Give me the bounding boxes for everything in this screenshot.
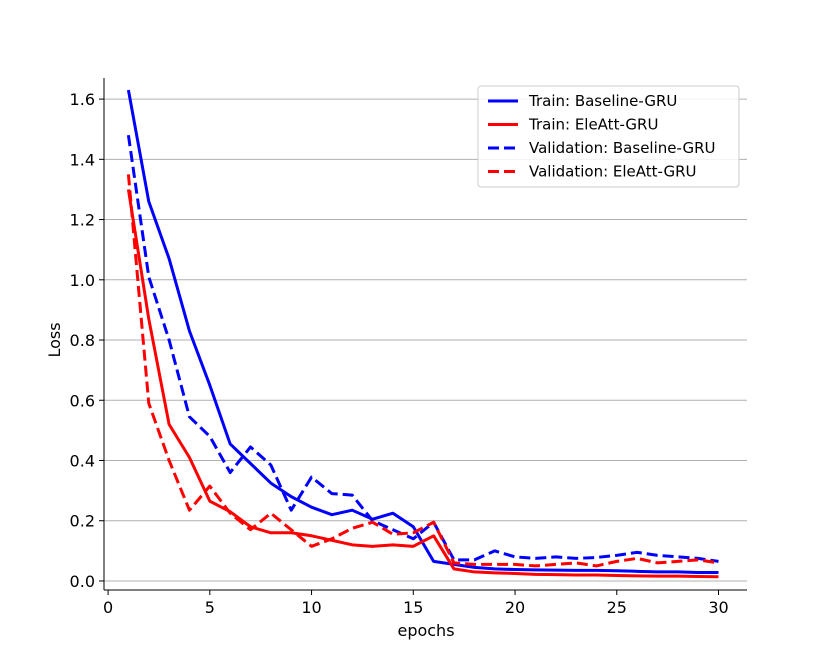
y-tick-label: 1.4 — [70, 150, 95, 169]
legend: Train: Baseline-GRU Train: EleAtt-GRU Vali… — [477, 85, 740, 188]
y-tick-label: 1.6 — [70, 90, 95, 109]
series-line-2 — [126, 135, 719, 563]
x-tick-label: 15 — [403, 598, 423, 617]
x-axis-label: epochs — [397, 621, 454, 640]
y-tick-label: 0.6 — [70, 391, 95, 410]
legend-entry-label: Train: EleAtt-GRU — [528, 116, 658, 134]
x-tick-label: 25 — [607, 598, 627, 617]
grid-lines — [104, 98, 747, 582]
y-axis-label: Loss — [45, 322, 64, 357]
legend-entry-label: Train: Baseline-GRU — [528, 92, 677, 110]
y-tick-label: 0.2 — [70, 512, 95, 531]
series-line-0 — [126, 89, 719, 575]
y-tick-label: 0.4 — [70, 451, 95, 470]
y-axis-ticks: 0.0 0.2 0.4 0.6 0.8 1.0 1.2 1.4 1.6 — [70, 90, 104, 591]
y-tick-label: 0.0 — [70, 572, 95, 591]
legend-entry-label: Validation: EleAtt-GRU — [529, 163, 697, 181]
x-tick-label: 10 — [301, 598, 321, 617]
x-tick-label: 20 — [505, 598, 525, 617]
x-tick-label: 5 — [205, 598, 215, 617]
x-tick-label: 30 — [708, 598, 728, 617]
x-axis-ticks: 0 5 10 15 20 25 30 — [103, 590, 729, 617]
y-tick-label: 1.2 — [70, 211, 95, 230]
series-line-1 — [126, 189, 719, 579]
y-tick-label: 0.8 — [70, 331, 95, 350]
x-tick-label: 0 — [103, 598, 113, 617]
series-lines — [126, 89, 719, 579]
axes — [103, 78, 747, 591]
series-line-3 — [126, 174, 719, 568]
legend-entry-label: Validation: Baseline-GRU — [529, 139, 715, 157]
y-tick-label: 1.0 — [70, 271, 95, 290]
legend-box — [477, 85, 740, 188]
